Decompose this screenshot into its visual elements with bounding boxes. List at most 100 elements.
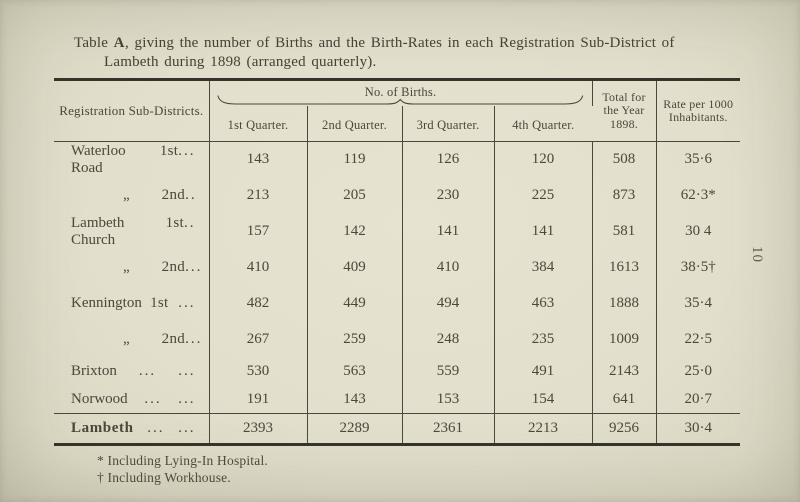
q1-value: 530 <box>209 357 308 386</box>
district-name: Norwood <box>71 390 128 407</box>
leader-dots: ... <box>185 259 203 275</box>
leader-dots: ... <box>178 390 196 407</box>
district-cell: „ 2nd .. <box>54 177 210 214</box>
district-cell: Kennington 1st ... <box>54 285 210 322</box>
district-cell: „ 2nd ... <box>54 249 210 286</box>
year-total-value: 581 <box>592 213 657 250</box>
title-table-letter: A <box>113 35 125 51</box>
district-ordinal: 1st <box>165 214 184 231</box>
q1-value: 2393 <box>209 413 308 445</box>
col-header-districts: Registration Sub-Districts. <box>54 79 210 142</box>
year-total-value: 1613 <box>592 249 657 286</box>
q4-value: 154 <box>494 385 593 414</box>
district-name: Kennington <box>71 295 142 311</box>
q1-value: 191 <box>209 385 308 414</box>
table-row: Brixton ... ... 530 563 559 491 2143 25·… <box>54 357 740 386</box>
footnote-asterisk: * Including Lying-In Hospital. <box>97 453 268 468</box>
rate-value: 35·4 <box>684 295 713 311</box>
q3-value: 126 <box>402 141 495 178</box>
q3-value: 230 <box>402 177 495 214</box>
rate-value: 62·3* <box>680 187 716 203</box>
leader-dots: ... <box>178 420 196 436</box>
q4-value: 235 <box>494 321 593 358</box>
district-cell: „ 2nd ... <box>54 321 210 358</box>
district-ordinal: ... <box>147 420 165 436</box>
leader-dots: ... <box>178 295 196 311</box>
leader-dots: .. <box>185 187 197 203</box>
births-table: Registration Sub-Districts. No. of Birth… <box>54 78 740 446</box>
year-total-value: 641 <box>592 385 657 414</box>
q3-value: 2361 <box>402 413 495 445</box>
rate-value: 22·5 <box>684 331 713 347</box>
district-ordinal: 1st <box>159 142 179 159</box>
table-row: „ 2nd ... 267 259 248 235 1009 22·5 <box>54 321 740 358</box>
district-cell: Lambeth ... ... <box>54 413 210 445</box>
leader-dots: ... <box>178 142 196 159</box>
year-total-value: 2143 <box>592 357 657 386</box>
district-cell: Brixton ... ... <box>54 357 210 386</box>
year-total-value: 873 <box>592 177 657 214</box>
district-ordinal: ... <box>138 363 157 379</box>
q3-value: 559 <box>402 357 495 386</box>
district-name: Waterloo Road <box>71 142 126 176</box>
col-header-rate: Rate per 1000 Inhabitants. <box>656 79 740 142</box>
rate-value: 30·4 <box>656 413 740 445</box>
district-cell: Norwood ... ... <box>54 385 210 414</box>
q4-value: 225 <box>494 177 593 214</box>
table-row: Lambeth ... ... 2393 2289 2361 2213 9256… <box>54 413 740 445</box>
q2-value: 409 <box>307 249 403 286</box>
q1-value: 157 <box>209 213 308 250</box>
q4-value: 384 <box>494 249 593 286</box>
q1-value: 213 <box>209 177 308 214</box>
year-total-value: 1888 <box>592 285 657 322</box>
district-name: Brixton <box>71 363 117 379</box>
year-total-value: 1009 <box>592 321 657 358</box>
q4-value: 120 <box>494 141 593 178</box>
col-header-quarter-4: 4th Quarter. <box>494 105 592 142</box>
district-ordinal: 1st <box>150 295 169 311</box>
district-cell: Lambeth Church 1st .. <box>54 213 210 250</box>
table-row: Kennington 1st ... 482 449 494 463 1888 … <box>54 285 740 322</box>
title-prefix: Table <box>74 35 114 51</box>
col-header-births-group: No. of Births. <box>209 79 593 106</box>
rate-value: 30 4 <box>685 223 712 239</box>
district-name: „ <box>123 331 130 347</box>
year-total-value: 9256 <box>592 413 657 445</box>
title-line1: Table A, giving the number of Births and… <box>74 34 742 53</box>
district-ordinal: 2nd <box>161 259 186 275</box>
title-rest: , giving the number of Births and the Bi… <box>125 35 675 51</box>
col-header-quarter-3: 3rd Quarter. <box>402 105 495 142</box>
q2-value: 2289 <box>307 413 403 445</box>
table-row: Norwood ... ... 191 143 153 154 641 20·7 <box>54 385 740 414</box>
table-row: „ 2nd ... 410 409 410 384 1613 38·5† <box>54 249 740 286</box>
q3-value: 494 <box>402 285 495 322</box>
rate-value: 25·0 <box>684 363 713 379</box>
district-name: Lambeth <box>71 420 134 436</box>
title-line2: Lambeth during 1898 (arranged quarterly)… <box>104 54 377 70</box>
q2-value: 259 <box>307 321 403 358</box>
district-name: „ <box>123 187 130 203</box>
table-body: Waterloo Road 1st ... 143 119 126 120 50… <box>54 141 740 445</box>
q3-value: 141 <box>402 213 495 250</box>
q4-value: 141 <box>494 213 593 250</box>
q2-value: 205 <box>307 177 403 214</box>
footnotes: * Including Lying-In Hospital. † Includi… <box>97 452 268 486</box>
header-brace-decoration <box>217 94 584 105</box>
page-number: 10 <box>749 246 765 263</box>
leader-dots: ... <box>185 331 203 347</box>
table-row: „ 2nd .. 213 205 230 225 873 62·3* <box>54 177 740 214</box>
year-total-value: 508 <box>592 141 657 178</box>
q3-value: 248 <box>402 321 495 358</box>
rate-value: 20·7 <box>684 390 713 407</box>
q2-value: 119 <box>307 141 403 178</box>
district-cell: Waterloo Road 1st ... <box>54 141 210 178</box>
leader-dots: ... <box>178 363 196 379</box>
district-name: „ <box>123 259 130 275</box>
table-row: Waterloo Road 1st ... 143 119 126 120 50… <box>54 141 740 178</box>
district-ordinal: ... <box>144 390 162 407</box>
q2-value: 143 <box>307 385 403 414</box>
q1-value: 267 <box>209 321 308 358</box>
q3-value: 410 <box>402 249 495 286</box>
q1-value: 482 <box>209 285 308 322</box>
